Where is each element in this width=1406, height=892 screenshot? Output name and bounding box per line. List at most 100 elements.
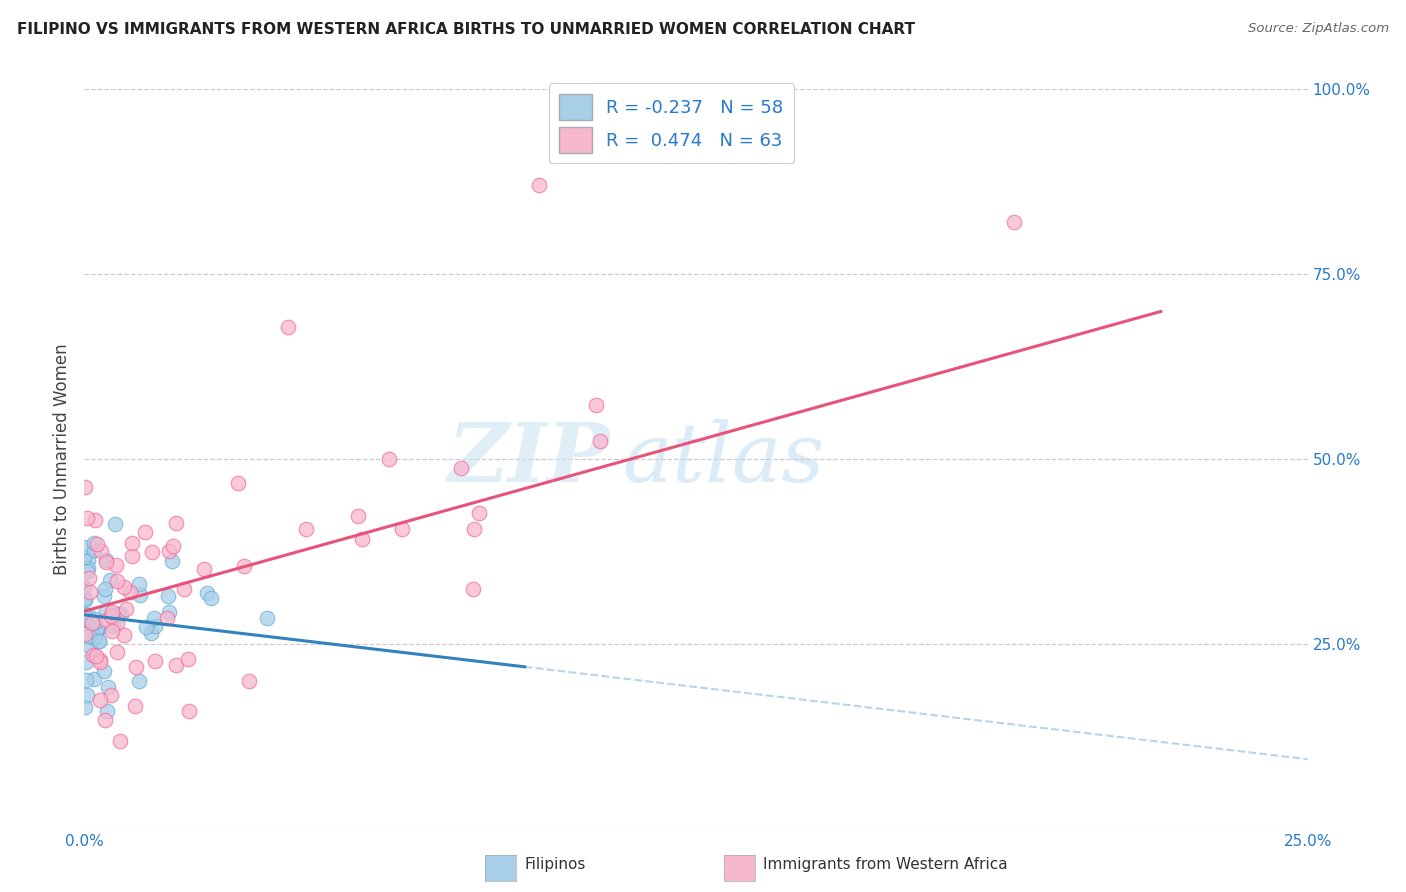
Point: [157, 605, 180, 619]
Point: [173, 582, 195, 596]
Point: [143, 654, 166, 668]
Point: [105, 558, 128, 572]
Point: [93, 664, 115, 678]
Point: [76, 564, 98, 578]
Point: [77, 552, 100, 566]
Point: [84, 626, 107, 640]
Point: [73, 610, 96, 624]
Point: [107, 607, 129, 621]
Point: [83, 536, 105, 550]
Point: [93, 713, 115, 727]
Text: ZIP: ZIP: [447, 419, 610, 500]
Point: [89, 655, 111, 669]
Point: [467, 506, 489, 520]
Point: [94, 552, 117, 566]
Point: [256, 611, 278, 625]
Point: [463, 523, 485, 537]
Legend: R = -0.237   N = 58, R =  0.474   N = 63: R = -0.237 N = 58, R = 0.474 N = 63: [548, 84, 794, 163]
Point: [1002, 215, 1025, 229]
Point: [233, 558, 256, 573]
Point: [94, 555, 117, 569]
Point: [165, 516, 187, 530]
Point: [76, 689, 98, 703]
Point: [226, 475, 249, 490]
Point: [195, 586, 218, 600]
Point: [463, 582, 485, 597]
Point: [86, 621, 108, 635]
Point: [155, 610, 177, 624]
Point: [124, 699, 146, 714]
Point: [84, 513, 107, 527]
Point: [118, 585, 141, 599]
Point: [142, 611, 165, 625]
Point: [124, 660, 146, 674]
Point: [76, 510, 98, 524]
Point: [77, 608, 100, 623]
Point: [105, 645, 128, 659]
Point: [87, 634, 110, 648]
Point: [589, 434, 612, 448]
Point: [94, 582, 117, 597]
Point: [141, 545, 163, 559]
Point: [529, 178, 551, 193]
Point: [90, 544, 112, 558]
Point: [100, 688, 122, 702]
Point: [101, 619, 124, 633]
Point: [73, 591, 96, 606]
Point: [73, 612, 96, 626]
Point: [141, 625, 163, 640]
Point: [75, 480, 97, 494]
Point: [128, 588, 150, 602]
Point: [73, 593, 96, 607]
Point: [112, 580, 135, 594]
Point: [98, 573, 121, 587]
Point: [73, 540, 96, 554]
Point: [114, 601, 136, 615]
Point: [157, 544, 180, 558]
Point: [100, 609, 122, 624]
Point: [156, 589, 179, 603]
Point: [350, 532, 373, 546]
Point: [294, 522, 316, 536]
Point: [83, 632, 105, 647]
Point: [160, 554, 183, 568]
Text: Immigrants from Western Africa: Immigrants from Western Africa: [763, 857, 1008, 872]
Point: [73, 627, 96, 641]
Point: [77, 560, 100, 574]
Point: [94, 613, 117, 627]
Point: [238, 674, 260, 689]
Y-axis label: Births to Unmarried Women: Births to Unmarried Women: [53, 343, 72, 575]
Point: [105, 574, 128, 588]
Point: [165, 658, 187, 673]
Point: [77, 629, 100, 643]
Point: [82, 648, 104, 663]
Point: [128, 577, 150, 591]
Point: [73, 609, 96, 624]
Point: [86, 537, 108, 551]
Point: [89, 653, 111, 667]
Point: [83, 543, 105, 558]
Point: [96, 604, 118, 618]
Point: [193, 562, 215, 576]
Point: [121, 549, 143, 563]
Point: [79, 585, 101, 599]
Point: [75, 616, 97, 631]
Text: Filipinos: Filipinos: [524, 857, 586, 872]
Point: [89, 693, 111, 707]
Point: [108, 733, 131, 747]
Point: [84, 611, 107, 625]
Point: [143, 619, 166, 633]
Point: [177, 704, 200, 718]
Point: [73, 699, 96, 714]
Point: [79, 571, 101, 585]
Point: [101, 605, 124, 619]
Point: [450, 461, 472, 475]
Point: [73, 607, 96, 621]
Point: [96, 704, 118, 718]
Point: [104, 517, 127, 532]
Point: [378, 451, 401, 466]
Point: [105, 615, 128, 630]
Point: [135, 620, 157, 634]
Point: [83, 672, 105, 686]
Point: [80, 616, 103, 631]
